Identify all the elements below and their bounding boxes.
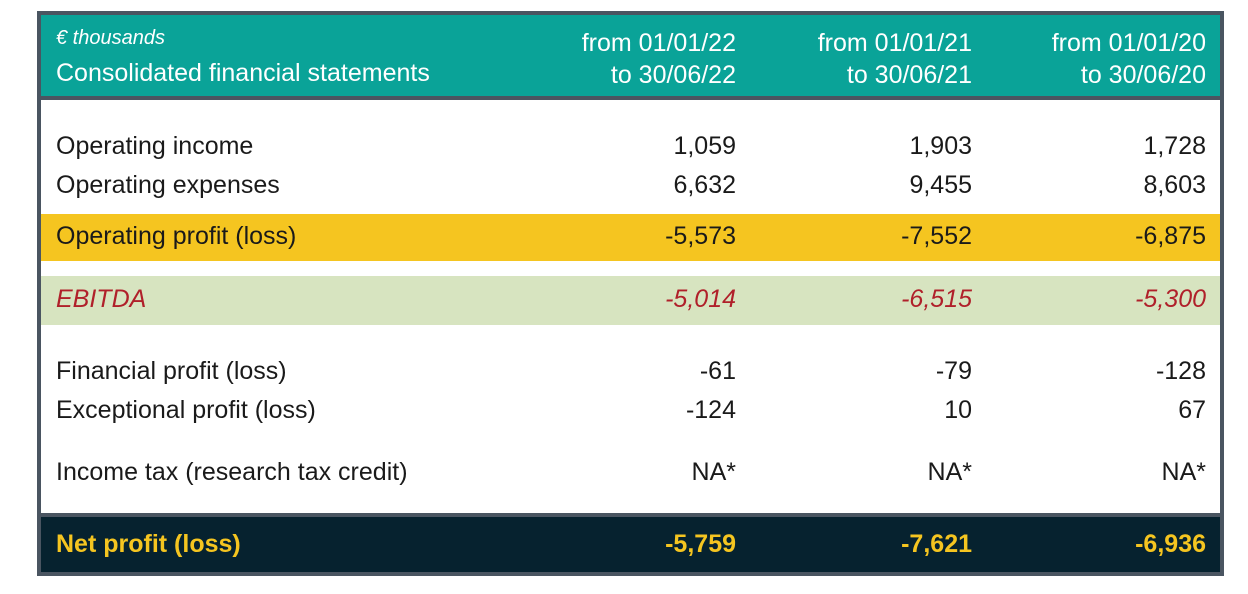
value-2022: 6,632 bbox=[673, 171, 736, 199]
value-2021: NA* bbox=[927, 458, 972, 486]
value-2020: 1,728 bbox=[1143, 132, 1206, 160]
table-row-exceptional-profit: Exceptional profit (loss) -124 10 67 bbox=[41, 396, 1220, 428]
value-2022: NA* bbox=[691, 458, 736, 486]
value-2020: -128 bbox=[1155, 357, 1206, 385]
header-divider bbox=[41, 96, 1220, 100]
value-2022: -5,014 bbox=[665, 285, 736, 313]
period-header-2021: from 01/01/21 to 30/06/21 bbox=[818, 27, 972, 91]
table-row-income-tax: Income tax (research tax credit) NA* NA*… bbox=[41, 458, 1220, 490]
table-row-operating-expenses: Operating expenses 6,632 9,455 8,603 bbox=[41, 171, 1220, 203]
period-to: to 30/06/21 bbox=[846, 61, 972, 89]
period-from: from 01/01/21 bbox=[817, 29, 972, 57]
row-label: Exceptional profit (loss) bbox=[56, 396, 316, 424]
value-2022: 1,059 bbox=[673, 132, 736, 160]
row-label: Operating income bbox=[56, 132, 254, 160]
footer-divider bbox=[41, 513, 1220, 517]
value-2021: -7,621 bbox=[901, 530, 972, 558]
table-row-net-profit: Net profit (loss) -5,759 -7,621 -6,936 bbox=[41, 517, 1220, 572]
period-header-2020: from 01/01/20 to 30/06/20 bbox=[1052, 27, 1206, 91]
period-from: from 01/01/22 bbox=[581, 29, 736, 57]
period-to: to 30/06/22 bbox=[610, 61, 736, 89]
value-2022: -124 bbox=[685, 396, 736, 424]
value-2021: 1,903 bbox=[909, 132, 972, 160]
period-from: from 01/01/20 bbox=[1051, 29, 1206, 57]
period-header-2022: from 01/01/22 to 30/06/22 bbox=[582, 27, 736, 91]
table-row-financial-profit: Financial profit (loss) -61 -79 -128 bbox=[41, 357, 1220, 389]
value-2022: -5,759 bbox=[665, 530, 736, 558]
period-to: to 30/06/20 bbox=[1080, 61, 1206, 89]
table-row-operating-profit: Operating profit (loss) -5,573 -7,552 -6… bbox=[41, 214, 1220, 261]
table-header: € thousands Consolidated financial state… bbox=[41, 15, 1220, 96]
table-title: Consolidated financial statements bbox=[56, 59, 430, 87]
value-2020: -6,875 bbox=[1135, 222, 1206, 250]
value-2020: 8,603 bbox=[1143, 171, 1206, 199]
value-2021: -7,552 bbox=[901, 222, 972, 250]
value-2020: -5,300 bbox=[1135, 285, 1206, 313]
value-2021: 10 bbox=[944, 396, 972, 424]
row-label: Financial profit (loss) bbox=[56, 357, 287, 385]
row-label: Net profit (loss) bbox=[56, 530, 241, 558]
value-2022: -5,573 bbox=[665, 222, 736, 250]
table-row-ebitda: EBITDA -5,014 -6,515 -5,300 bbox=[41, 276, 1220, 325]
row-label: Operating expenses bbox=[56, 171, 280, 199]
value-2020: 67 bbox=[1178, 396, 1206, 424]
row-label: Income tax (research tax credit) bbox=[56, 458, 408, 486]
value-2022: -61 bbox=[699, 357, 736, 385]
value-2020: -6,936 bbox=[1135, 530, 1206, 558]
value-2021: 9,455 bbox=[909, 171, 972, 199]
table-row-operating-income: Operating income 1,059 1,903 1,728 bbox=[41, 132, 1220, 164]
value-2021: -6,515 bbox=[901, 285, 972, 313]
row-label: EBITDA bbox=[56, 285, 147, 313]
unit-label: € thousands bbox=[56, 27, 165, 49]
value-2020: NA* bbox=[1161, 458, 1206, 486]
row-label: Operating profit (loss) bbox=[56, 222, 297, 250]
value-2021: -79 bbox=[935, 357, 972, 385]
financial-statements-table: € thousands Consolidated financial state… bbox=[37, 11, 1224, 576]
